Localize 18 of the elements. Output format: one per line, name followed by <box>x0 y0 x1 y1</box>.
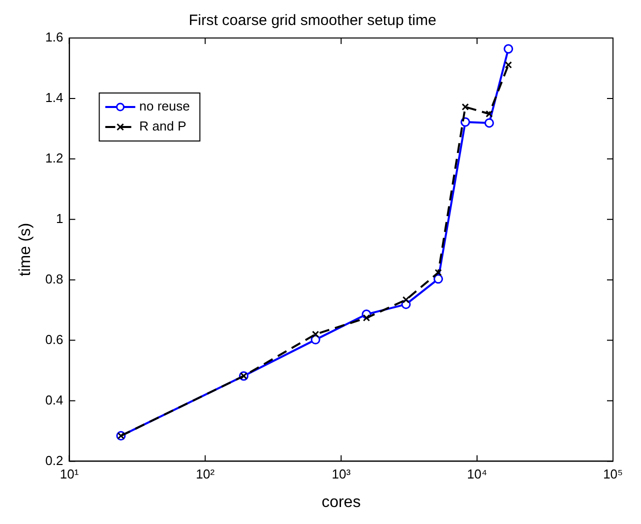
y-tick-label: 1.2 <box>45 150 64 166</box>
y-tick-label: 0.4 <box>45 392 64 408</box>
x-tick-label: 10¹ <box>60 466 80 482</box>
x-axis-title: cores <box>322 494 361 511</box>
x-tick-label: 10³ <box>332 466 352 482</box>
x-tick-label: 10² <box>196 466 216 482</box>
y-axis-title: time (s) <box>17 222 34 276</box>
y-tick-label: 0.8 <box>45 271 64 286</box>
x-tick-label: 10⁴ <box>467 466 488 482</box>
y-tick-label: 1.6 <box>45 30 64 45</box>
x-tick-label: 10⁵ <box>603 466 623 482</box>
y-tick-label: 0.2 <box>45 452 64 468</box>
y-tick-label: 1 <box>56 210 64 226</box>
legend-label: no reuse <box>139 98 190 114</box>
chart-title: First coarse grid smoother setup time <box>188 12 436 30</box>
y-tick-label: 0.6 <box>45 332 64 347</box>
y-tick-label: 1.4 <box>45 90 64 106</box>
legend-label: R and P <box>139 118 186 134</box>
